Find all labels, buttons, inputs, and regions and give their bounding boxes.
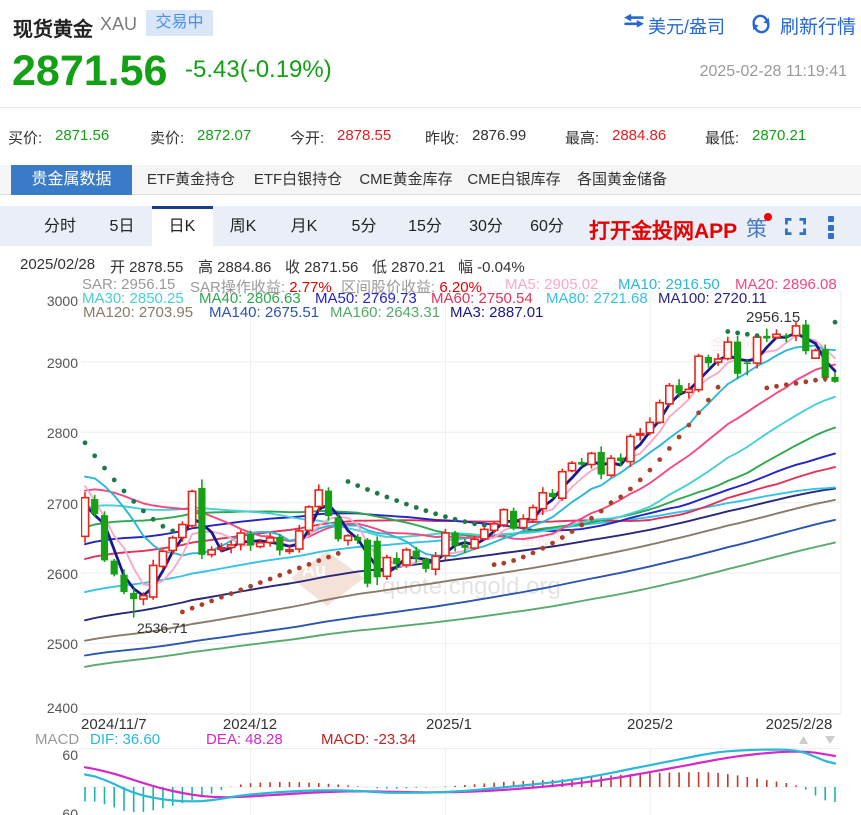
- svg-text:2956.15: 2956.15: [746, 309, 800, 326]
- svg-text:2536.71: 2536.71: [137, 620, 188, 636]
- svg-text:金投网: 金投网: [520, 531, 568, 549]
